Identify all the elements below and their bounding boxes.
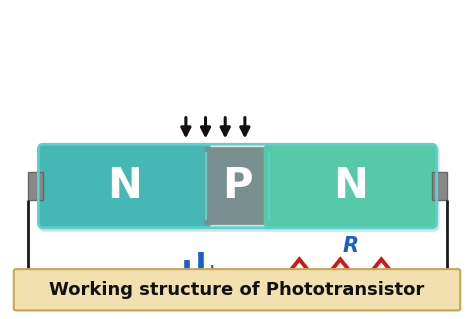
FancyBboxPatch shape <box>38 144 211 228</box>
Text: −: − <box>167 262 183 281</box>
Bar <box>27 172 43 200</box>
FancyBboxPatch shape <box>39 146 439 232</box>
Text: N: N <box>108 165 142 207</box>
FancyBboxPatch shape <box>204 147 271 225</box>
Text: P: P <box>222 165 253 207</box>
FancyBboxPatch shape <box>14 269 460 310</box>
Text: N: N <box>333 165 367 207</box>
Text: R: R <box>343 235 359 256</box>
Text: +: + <box>204 262 221 281</box>
Bar <box>432 172 447 200</box>
FancyBboxPatch shape <box>264 144 437 228</box>
Text: Working structure of Phototransistor: Working structure of Phototransistor <box>49 281 425 299</box>
